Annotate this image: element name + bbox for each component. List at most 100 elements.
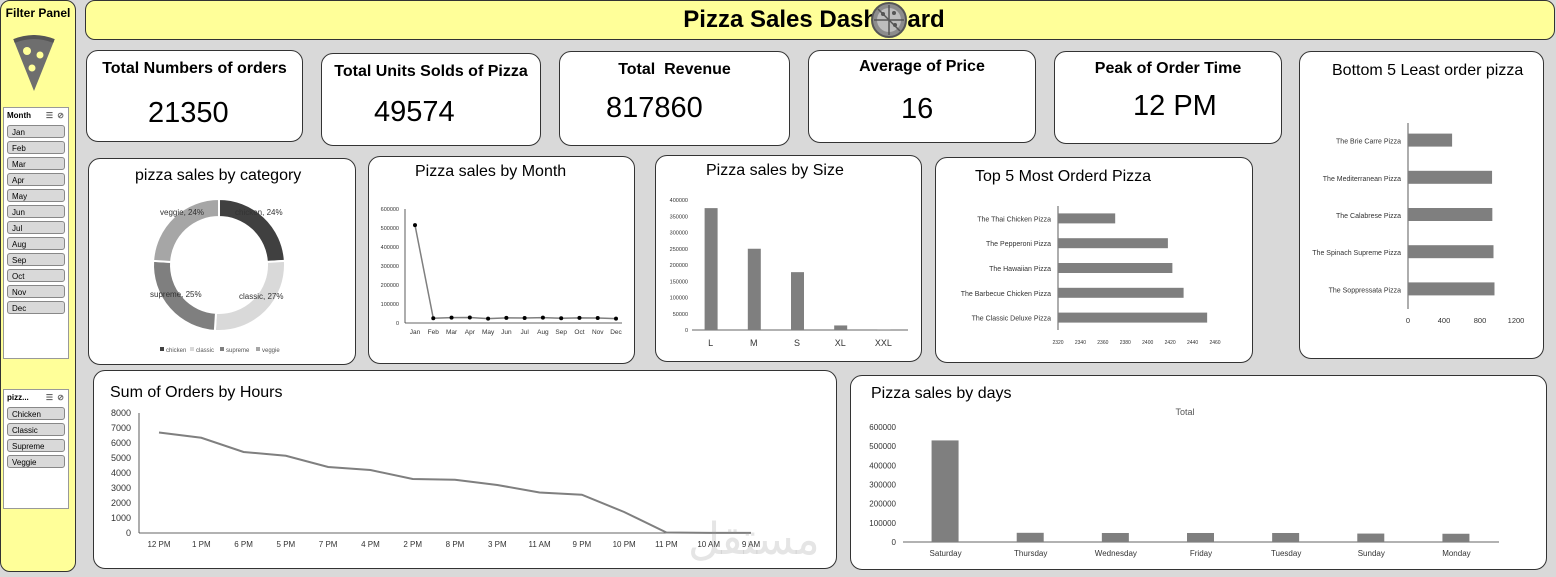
y-tick-label: 200000: [381, 283, 399, 289]
chart-title: Bottom 5 Least order pizza: [1332, 62, 1524, 79]
category-label: The Spinach Supreme Pizza: [1312, 250, 1401, 257]
category-slicer-item-supreme[interactable]: Supreme: [7, 439, 65, 452]
month-slicer-item-aug[interactable]: Aug: [7, 237, 65, 250]
category-donut-chart: chicken, 24% classic, 27% supreme, 25% vegg…: [150, 197, 286, 354]
month-slicer-item-dec[interactable]: Dec: [7, 301, 65, 314]
category-slicer-item-veggie[interactable]: Veggie: [7, 455, 65, 468]
legend-entry: chicken: [166, 348, 186, 354]
chart-hours-panel: Sum of Orders by Hours 0 1000 2000 3000 4000…: [93, 370, 837, 569]
y-tick-label: 400000: [869, 461, 896, 470]
chart-title: Pizza sales by Size: [706, 162, 844, 179]
y-tick-label: 6000: [111, 438, 131, 448]
month-slicer-item-nov[interactable]: Nov: [7, 285, 65, 298]
x-tick-label: 8 PM: [446, 540, 465, 549]
x-tick-label: 2380: [1120, 340, 1131, 346]
days-bar-chart: Total 0 100000 200000 300000 400000 500000 6000…: [869, 407, 1499, 558]
month-slicer-item-jan[interactable]: Jan: [7, 125, 65, 138]
dashboard-title: Pizza Sales Dashboard: [683, 6, 945, 33]
x-tick-label: M: [750, 338, 758, 348]
x-tick-label: 400: [1438, 316, 1451, 325]
bar-The Mediterranean Pizza: [1408, 170, 1493, 184]
data-point: [614, 316, 618, 321]
top5-bar-chart: The Thai Chicken Pizza The Pepperoni Pizz…: [961, 206, 1221, 346]
chart-title: pizza sales by category: [135, 167, 302, 184]
month-slicer-item-oct[interactable]: Oct: [7, 269, 65, 282]
month-slicer-item-jun[interactable]: Jun: [7, 205, 65, 218]
y-tick-label: 400000: [670, 198, 688, 204]
data-point: [595, 316, 600, 321]
kpi-title: Peak of Order Time: [1094, 60, 1242, 77]
y-tick-label: 7000: [111, 423, 131, 433]
watermark: مستقل: [688, 514, 820, 565]
x-tick-label: Feb: [428, 329, 440, 336]
kpi-value: 16: [901, 93, 934, 125]
category-label: The Mediterranean Pizza: [1323, 176, 1401, 183]
data-point: [522, 316, 527, 321]
x-tick-label: Dec: [610, 329, 622, 336]
data-point: [486, 316, 491, 321]
x-tick-label: Sep: [555, 329, 567, 336]
bar-Saturday: [931, 440, 959, 542]
chart-title: Pizza sales by days: [871, 385, 1012, 402]
chart-title: Top 5 Most Orderd Pizza: [975, 168, 1152, 185]
chart-size-panel: Pizza sales by Size 0 50000 100000 150000 20…: [655, 155, 922, 362]
y-tick-label: 50000: [673, 312, 688, 318]
data-point: [577, 315, 582, 320]
chart-month-panel: Pizza sales by Month 0 100000 200000 300000…: [368, 156, 635, 364]
month-slicer-item-feb[interactable]: Feb: [7, 141, 65, 154]
kpi-value: 49574: [374, 96, 455, 128]
y-tick-label: 150000: [670, 279, 688, 285]
x-tick-label: Tuesday: [1271, 549, 1301, 558]
kpi-title: Total Revenue: [618, 61, 731, 78]
data-point: [467, 315, 472, 320]
category-label: The Barbecue Chicken Pizza: [961, 291, 1051, 298]
bar-The Thai Chicken Pizza: [1058, 213, 1116, 224]
y-tick-label: 300000: [869, 481, 896, 490]
x-tick-label: Thursday: [1014, 549, 1047, 558]
x-tick-label: 5 PM: [277, 540, 296, 549]
kpi-value: 817860: [606, 92, 703, 124]
month-slicer-item-mar[interactable]: Mar: [7, 157, 65, 170]
series-line: [158, 431, 752, 534]
kpi-total-orders: Total Numbers of orders 21350: [86, 50, 303, 142]
x-tick-label: 6 PM: [234, 540, 253, 549]
x-tick-label: 11 AM: [529, 540, 551, 549]
x-tick-label: XXL: [875, 338, 892, 348]
kpi-value: 21350: [148, 97, 229, 129]
bar-The Calabrese Pizza: [1408, 208, 1493, 221]
x-tick-label: 1 PM: [192, 540, 211, 549]
month-slicer-item-may[interactable]: May: [7, 189, 65, 202]
dashboard-header: Pizza Sales Dashboard: [85, 0, 1555, 40]
legend-swatch: [256, 347, 260, 351]
filter-panel: Filter Panel Month ☰ ⊘ Jan Feb Mar Apr May Ju…: [0, 0, 76, 572]
x-tick-label: 10 PM: [613, 540, 636, 549]
y-tick-label: 100000: [869, 519, 896, 528]
bar-The Soppressata Pizza: [1408, 282, 1495, 296]
bar-XL: [834, 325, 848, 330]
bar-L: [704, 208, 718, 330]
category-label: The Pepperoni Pizza: [986, 241, 1051, 248]
x-tick-label: 2440: [1187, 340, 1198, 346]
legend-swatch: [160, 347, 164, 351]
month-slicer-item-sep[interactable]: Sep: [7, 253, 65, 266]
month-slicer-item-jul[interactable]: Jul: [7, 221, 65, 234]
month-slicer-item-apr[interactable]: Apr: [7, 173, 65, 186]
y-tick-label: 0: [892, 538, 897, 547]
x-tick-label: 0: [1406, 316, 1410, 325]
pizza-icon: [871, 2, 907, 38]
multi-select-icon[interactable]: ☰ ⊘: [45, 392, 65, 402]
multi-select-icon[interactable]: ☰ ⊘: [45, 110, 65, 120]
category-label: The Brie Carre Pizza: [1336, 139, 1401, 146]
category-slicer-item-chicken[interactable]: Chicken: [7, 407, 65, 420]
y-tick-label: 1000: [111, 513, 131, 523]
y-tick-label: 600000: [869, 423, 896, 432]
y-tick-label: 300000: [381, 264, 399, 270]
chart-category-panel: pizza sales by category chicken, 24% clas…: [88, 158, 356, 365]
data-point: [540, 315, 545, 320]
data-label: veggie, 24%: [160, 208, 204, 217]
bar-Thursday: [1016, 532, 1044, 542]
x-tick-label: 10 AM: [697, 540, 720, 549]
category-slicer-item-classic[interactable]: Classic: [7, 423, 65, 436]
y-tick-label: 3000: [111, 483, 131, 493]
x-tick-label: 11 PM: [655, 540, 678, 549]
